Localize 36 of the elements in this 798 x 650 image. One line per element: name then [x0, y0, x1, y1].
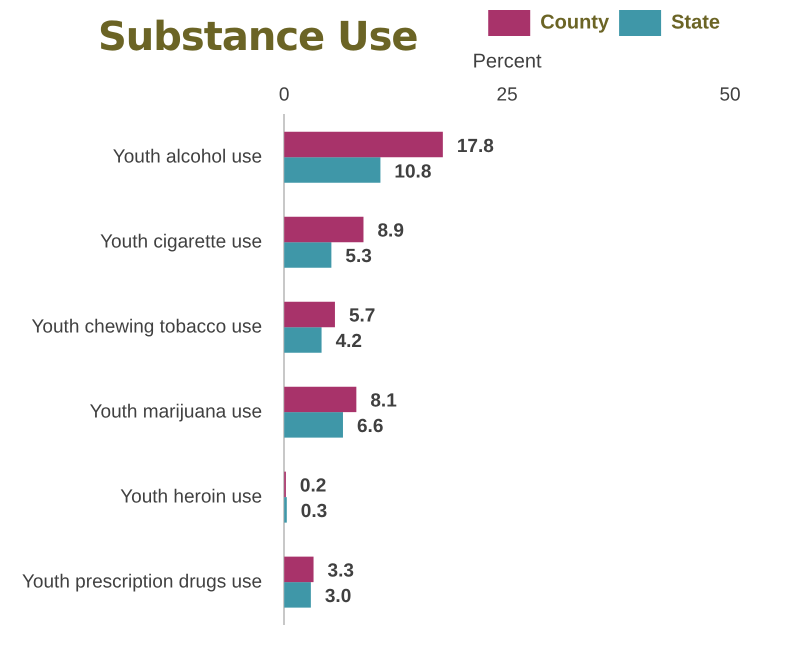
y-tick-label: Youth marijuana use — [90, 401, 262, 422]
bar — [284, 216, 364, 242]
chart-title: Substance Use — [98, 14, 418, 60]
x-tick-label: 50 — [719, 84, 741, 106]
data-label: 3.3 — [328, 560, 354, 582]
data-label: 6.6 — [356, 416, 384, 438]
legend-label: County — [540, 12, 610, 34]
data-label: 3.0 — [324, 586, 352, 608]
data-label: 0.2 — [300, 476, 326, 497]
y-tick-label: Youth prescription drugs use — [22, 571, 262, 592]
x-tick-label: 25 — [496, 84, 518, 106]
y-tick-label: Youth cigarette use — [100, 231, 262, 252]
data-label: 10.8 — [394, 161, 432, 182]
legend-label: State — [671, 12, 720, 34]
data-label: 5.3 — [345, 246, 372, 268]
bar — [284, 497, 287, 523]
data-label: 4.2 — [336, 331, 362, 352]
x-tick-label: 0 — [278, 84, 290, 106]
bar — [284, 412, 343, 438]
data-label: 0.3 — [300, 501, 328, 522]
x-axis-title: Percent — [472, 50, 542, 73]
bar — [284, 327, 322, 353]
bar — [284, 582, 311, 608]
y-tick-label: Youth chewing tobacco use — [31, 316, 262, 338]
bar — [284, 302, 335, 328]
y-tick-label: Youth alcohol use — [112, 146, 262, 168]
bar — [284, 556, 314, 582]
bar — [284, 132, 443, 158]
bar — [284, 242, 332, 268]
data-label: 8.9 — [377, 220, 404, 242]
y-tick-label: Youth heroin use — [120, 486, 262, 508]
data-label: 17.8 — [456, 136, 494, 157]
bar — [284, 157, 380, 183]
bar — [284, 386, 356, 412]
data-label: 8.1 — [370, 390, 398, 412]
data-label: 5.7 — [348, 306, 376, 327]
